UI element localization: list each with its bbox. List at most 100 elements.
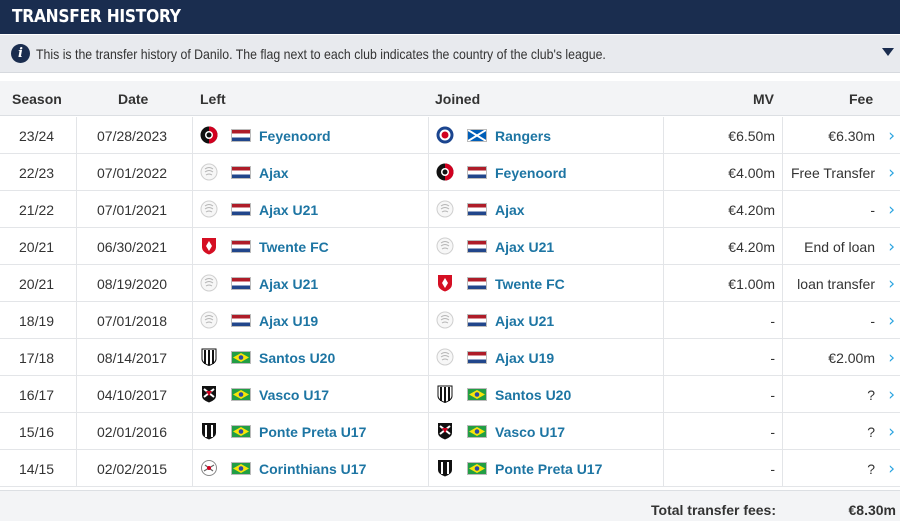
netherlands-flag-icon bbox=[467, 265, 489, 302]
fee-value: - bbox=[870, 202, 875, 218]
santos-crest-icon[interactable] bbox=[200, 348, 218, 367]
fee-cell: - › bbox=[783, 302, 900, 339]
joined-club-link[interactable]: Ajax bbox=[495, 202, 525, 218]
corinthians-crest-icon[interactable] bbox=[200, 459, 218, 477]
fee-cell: ? › bbox=[783, 450, 900, 487]
ajax-crest-icon[interactable] bbox=[200, 274, 218, 292]
season-cell: 23/24 bbox=[0, 117, 77, 154]
date-cell: 07/28/2023 bbox=[77, 117, 193, 154]
season-cell: 16/17 bbox=[0, 376, 77, 413]
joined-club-link[interactable]: Ajax U21 bbox=[495, 239, 555, 255]
vasco-crest-icon[interactable] bbox=[436, 422, 454, 440]
ponte-preta-crest-icon[interactable] bbox=[436, 459, 454, 477]
market-value-cell: €4.00m bbox=[664, 154, 783, 191]
info-bar[interactable]: i This is the transfer history of Danilo… bbox=[0, 35, 900, 73]
netherlands-flag-icon bbox=[467, 154, 489, 191]
joined-club-link[interactable]: Feyenoord bbox=[495, 165, 567, 181]
chevron-right-icon[interactable]: › bbox=[888, 274, 895, 294]
season-cell: 21/22 bbox=[0, 191, 77, 228]
ajax-crest-icon[interactable] bbox=[436, 311, 454, 329]
joined-club-link[interactable]: Ajax U21 bbox=[495, 313, 555, 329]
joined-club-link[interactable]: Twente FC bbox=[495, 276, 565, 292]
season-value: 21/22 bbox=[19, 202, 55, 218]
date-value: 07/28/2023 bbox=[97, 128, 168, 144]
chevron-right-icon[interactable]: › bbox=[888, 348, 895, 368]
left-club-link[interactable]: Corinthians U17 bbox=[259, 461, 367, 477]
left-club-link[interactable]: Vasco U17 bbox=[259, 387, 330, 403]
ajax-crest-icon[interactable] bbox=[436, 348, 454, 366]
netherlands-flag-icon bbox=[467, 191, 489, 228]
santos-crest-icon[interactable] bbox=[436, 385, 454, 404]
feyenoord-crest-icon[interactable] bbox=[436, 163, 454, 181]
ajax-crest-icon[interactable] bbox=[200, 311, 218, 329]
left-club-link[interactable]: Feyenoord bbox=[259, 128, 331, 144]
left-club-link[interactable]: Ajax U21 bbox=[259, 202, 319, 218]
fee-value: ? bbox=[867, 387, 875, 403]
chevron-right-icon[interactable]: › bbox=[888, 237, 895, 257]
joined-club-link[interactable]: Rangers bbox=[495, 128, 552, 144]
joined-club-cell: Twente FC bbox=[429, 265, 664, 302]
chevron-right-icon[interactable]: › bbox=[888, 311, 895, 331]
joined-club-cell: Ajax bbox=[429, 191, 664, 228]
chevron-right-icon[interactable]: › bbox=[888, 163, 895, 183]
date-cell: 06/30/2021 bbox=[77, 228, 193, 265]
market-value: €4.00m bbox=[728, 165, 775, 181]
twente-crest-icon[interactable] bbox=[200, 237, 218, 255]
joined-club-link[interactable]: Vasco U17 bbox=[495, 424, 566, 440]
date-value: 02/02/2015 bbox=[97, 461, 168, 477]
season-value: 18/19 bbox=[19, 313, 55, 329]
chevron-right-icon[interactable]: › bbox=[888, 459, 895, 479]
left-club-cell: Ajax U21 bbox=[193, 191, 429, 228]
fee-cell: ? › bbox=[783, 376, 900, 413]
fee-cell: ? › bbox=[783, 413, 900, 450]
market-value-cell: - bbox=[664, 450, 783, 487]
date-value: 07/01/2018 bbox=[97, 313, 168, 329]
joined-club-cell: Ponte Preta U17 bbox=[429, 450, 664, 487]
left-club-link[interactable]: Ajax U21 bbox=[259, 276, 319, 292]
left-club-link[interactable]: Twente FC bbox=[259, 239, 329, 255]
date-value: 08/14/2017 bbox=[97, 350, 168, 366]
left-club-link[interactable]: Santos U20 bbox=[259, 350, 336, 366]
ponte-preta-crest-icon[interactable] bbox=[200, 422, 218, 440]
chevron-right-icon[interactable]: › bbox=[888, 422, 895, 442]
left-club-link[interactable]: Ajax bbox=[259, 165, 289, 181]
left-club-link[interactable]: Ajax U19 bbox=[259, 313, 319, 329]
column-header-fee: Fee bbox=[849, 91, 874, 107]
ajax-crest-icon[interactable] bbox=[200, 200, 218, 218]
table-row: 20/21 06/30/2021 Twente FC Ajax U21 €4.2… bbox=[0, 228, 900, 265]
joined-club-link[interactable]: Santos U20 bbox=[495, 387, 572, 403]
chevron-right-icon[interactable]: › bbox=[888, 385, 895, 405]
season-cell: 18/19 bbox=[0, 302, 77, 339]
left-club-cell: Feyenoord bbox=[193, 117, 429, 154]
chevron-right-icon[interactable]: › bbox=[888, 200, 895, 220]
chevron-right-icon[interactable]: › bbox=[888, 126, 895, 146]
left-club-cell: Ajax bbox=[193, 154, 429, 191]
joined-club-link[interactable]: Ponte Preta U17 bbox=[495, 461, 603, 477]
market-value-cell: - bbox=[664, 302, 783, 339]
market-value-cell: - bbox=[664, 339, 783, 376]
feyenoord-crest-icon[interactable] bbox=[200, 126, 218, 144]
season-cell: 14/15 bbox=[0, 450, 77, 487]
fee-value: ? bbox=[867, 424, 875, 440]
ajax-crest-icon[interactable] bbox=[200, 163, 218, 181]
ajax-crest-icon[interactable] bbox=[436, 237, 454, 255]
joined-club-cell: Santos U20 bbox=[429, 376, 664, 413]
rangers-crest-icon[interactable] bbox=[436, 126, 454, 144]
table-row: 17/18 08/14/2017 Santos U20 Ajax U19 - €… bbox=[0, 339, 900, 376]
expand-caret-icon[interactable] bbox=[882, 48, 894, 56]
netherlands-flag-icon bbox=[231, 154, 253, 191]
date-value: 07/01/2022 bbox=[97, 165, 168, 181]
fee-cell: €6.30m › bbox=[783, 117, 900, 154]
season-cell: 22/23 bbox=[0, 154, 77, 191]
left-club-link[interactable]: Ponte Preta U17 bbox=[259, 424, 367, 440]
table-footer: Total transfer fees: €8.30m bbox=[0, 490, 900, 521]
left-club-cell: Santos U20 bbox=[193, 339, 429, 376]
joined-club-link[interactable]: Ajax U19 bbox=[495, 350, 555, 366]
twente-crest-icon[interactable] bbox=[436, 274, 454, 292]
vasco-crest-icon[interactable] bbox=[200, 385, 218, 403]
scotland-flag-icon bbox=[467, 117, 489, 154]
date-value: 02/01/2016 bbox=[97, 424, 168, 440]
market-value: - bbox=[770, 424, 775, 440]
ajax-crest-icon[interactable] bbox=[436, 200, 454, 218]
date-cell: 07/01/2022 bbox=[77, 154, 193, 191]
